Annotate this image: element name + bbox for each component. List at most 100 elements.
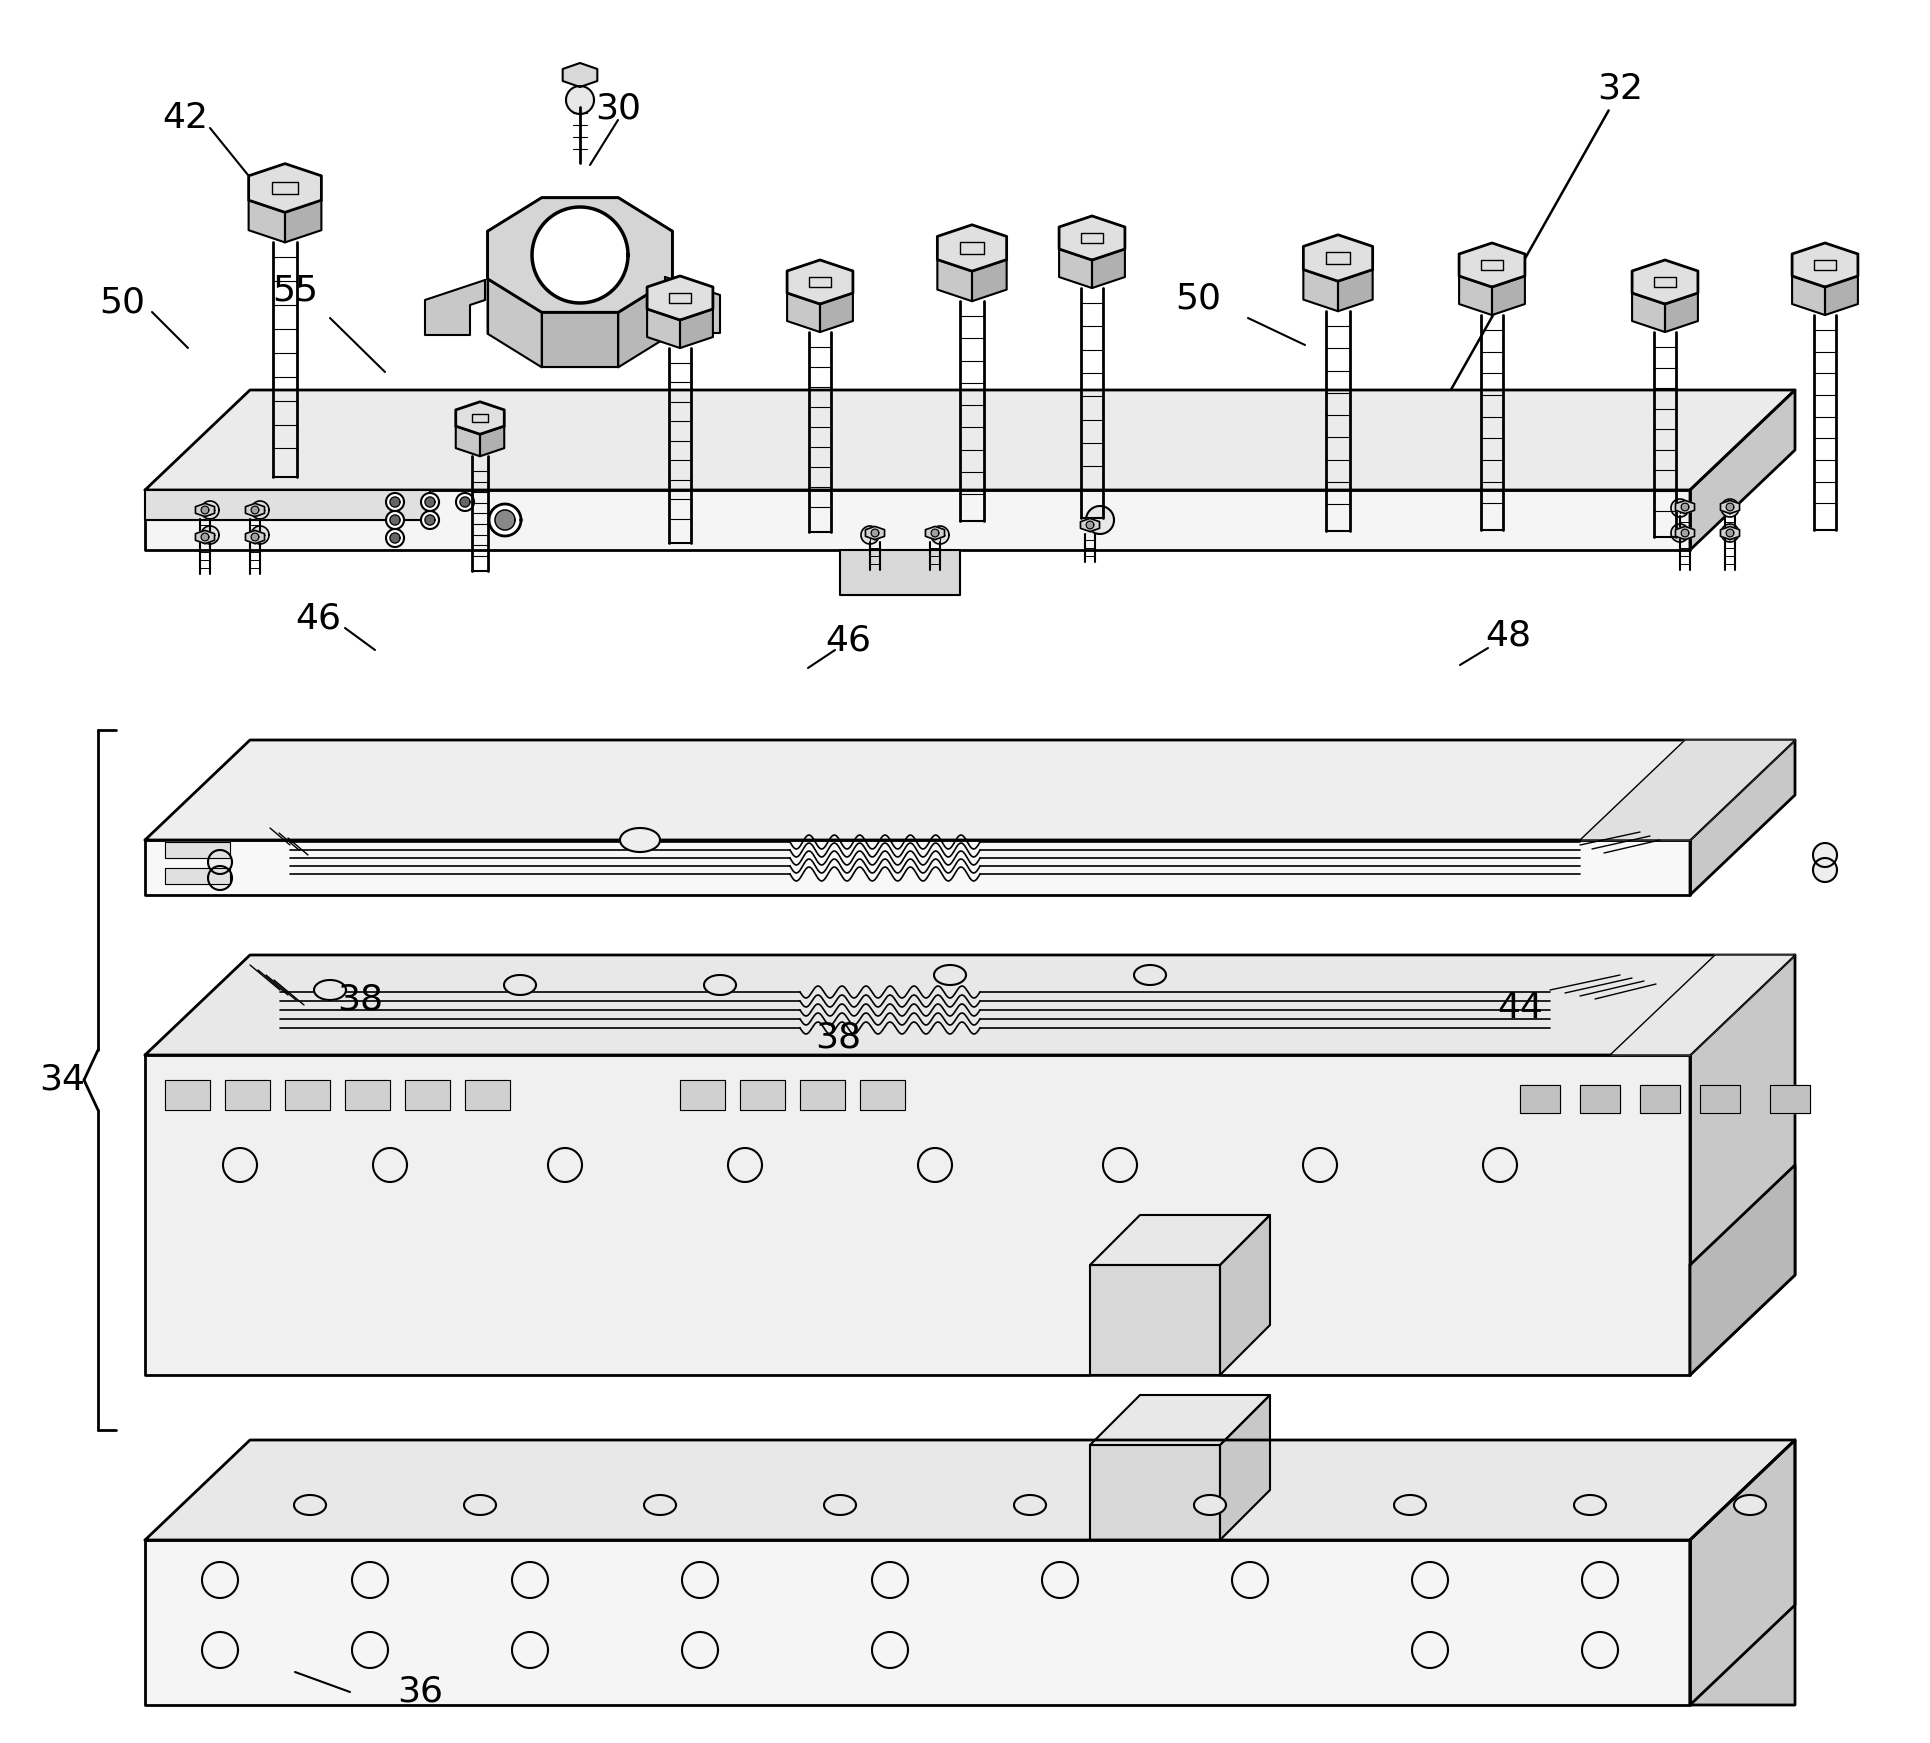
- Polygon shape: [930, 530, 938, 537]
- Polygon shape: [618, 279, 672, 368]
- Polygon shape: [1675, 500, 1695, 514]
- Polygon shape: [249, 164, 320, 213]
- Polygon shape: [1573, 1495, 1606, 1515]
- Polygon shape: [1133, 966, 1166, 985]
- Polygon shape: [1681, 530, 1689, 537]
- Polygon shape: [251, 526, 268, 544]
- Polygon shape: [548, 1149, 581, 1182]
- Polygon shape: [645, 1495, 675, 1515]
- Polygon shape: [390, 533, 400, 544]
- Polygon shape: [1411, 1631, 1448, 1668]
- Polygon shape: [1639, 1084, 1679, 1114]
- Polygon shape: [372, 1149, 407, 1182]
- Polygon shape: [1689, 955, 1795, 1375]
- Polygon shape: [1733, 1495, 1766, 1515]
- Polygon shape: [251, 500, 268, 519]
- Polygon shape: [1089, 1265, 1220, 1375]
- Polygon shape: [425, 497, 434, 507]
- Text: 38: 38: [336, 983, 382, 1016]
- Polygon shape: [455, 493, 473, 511]
- Polygon shape: [1220, 1394, 1270, 1541]
- Text: 55: 55: [272, 274, 318, 307]
- Polygon shape: [620, 828, 660, 852]
- Polygon shape: [647, 309, 679, 349]
- Polygon shape: [251, 533, 259, 540]
- Polygon shape: [488, 504, 521, 537]
- Polygon shape: [425, 281, 484, 335]
- Polygon shape: [421, 493, 438, 511]
- Polygon shape: [390, 497, 400, 507]
- Polygon shape: [1720, 498, 1739, 518]
- Text: 38: 38: [814, 1021, 861, 1055]
- Polygon shape: [1725, 504, 1733, 511]
- Polygon shape: [249, 200, 286, 242]
- Polygon shape: [1689, 1440, 1795, 1705]
- Polygon shape: [1689, 1164, 1795, 1375]
- Polygon shape: [1720, 526, 1739, 540]
- Polygon shape: [245, 504, 264, 516]
- Polygon shape: [386, 530, 403, 547]
- Polygon shape: [1675, 526, 1695, 540]
- Polygon shape: [1791, 242, 1857, 288]
- Polygon shape: [1193, 1495, 1226, 1515]
- Polygon shape: [201, 505, 208, 514]
- Polygon shape: [1303, 1149, 1336, 1182]
- Polygon shape: [1720, 525, 1739, 542]
- Polygon shape: [201, 500, 218, 519]
- Polygon shape: [859, 1081, 905, 1110]
- Text: 36: 36: [398, 1675, 442, 1708]
- Polygon shape: [1092, 249, 1125, 288]
- Polygon shape: [488, 197, 672, 312]
- Polygon shape: [681, 1631, 718, 1668]
- Polygon shape: [1812, 844, 1835, 866]
- Polygon shape: [1689, 390, 1795, 551]
- Polygon shape: [203, 1631, 237, 1668]
- Polygon shape: [1770, 1084, 1808, 1114]
- Polygon shape: [1664, 293, 1696, 331]
- Polygon shape: [1720, 500, 1739, 514]
- Polygon shape: [226, 1081, 270, 1110]
- Polygon shape: [840, 551, 959, 594]
- Polygon shape: [861, 526, 878, 544]
- Polygon shape: [201, 533, 208, 540]
- Polygon shape: [1519, 1084, 1559, 1114]
- Polygon shape: [1089, 1445, 1220, 1541]
- Polygon shape: [647, 275, 712, 321]
- Polygon shape: [251, 505, 259, 514]
- Polygon shape: [681, 1562, 718, 1598]
- Polygon shape: [222, 1149, 257, 1182]
- Text: 30: 30: [594, 91, 641, 125]
- Polygon shape: [504, 974, 537, 995]
- Polygon shape: [1698, 1084, 1739, 1114]
- Polygon shape: [455, 401, 504, 434]
- Polygon shape: [459, 497, 469, 507]
- Polygon shape: [799, 1081, 845, 1110]
- Polygon shape: [145, 1541, 1689, 1705]
- Polygon shape: [787, 260, 853, 303]
- Polygon shape: [145, 1055, 1689, 1375]
- Polygon shape: [971, 260, 1006, 302]
- Polygon shape: [145, 741, 1795, 840]
- Polygon shape: [488, 279, 542, 368]
- Polygon shape: [824, 1495, 855, 1515]
- Polygon shape: [872, 1631, 907, 1668]
- Polygon shape: [405, 1081, 450, 1110]
- Polygon shape: [1689, 1440, 1795, 1705]
- Polygon shape: [208, 851, 232, 873]
- Text: 50: 50: [1173, 281, 1220, 315]
- Polygon shape: [425, 514, 434, 525]
- Polygon shape: [208, 866, 232, 891]
- Polygon shape: [1411, 1562, 1448, 1598]
- Polygon shape: [787, 293, 820, 331]
- Polygon shape: [1610, 955, 1795, 1055]
- Polygon shape: [542, 312, 618, 368]
- Polygon shape: [1393, 1495, 1424, 1515]
- Polygon shape: [145, 390, 1795, 490]
- Polygon shape: [145, 490, 430, 519]
- Polygon shape: [704, 974, 735, 995]
- Polygon shape: [739, 1081, 786, 1110]
- Polygon shape: [1042, 1562, 1077, 1598]
- Polygon shape: [1824, 275, 1857, 315]
- Polygon shape: [203, 1562, 237, 1598]
- Polygon shape: [386, 511, 403, 528]
